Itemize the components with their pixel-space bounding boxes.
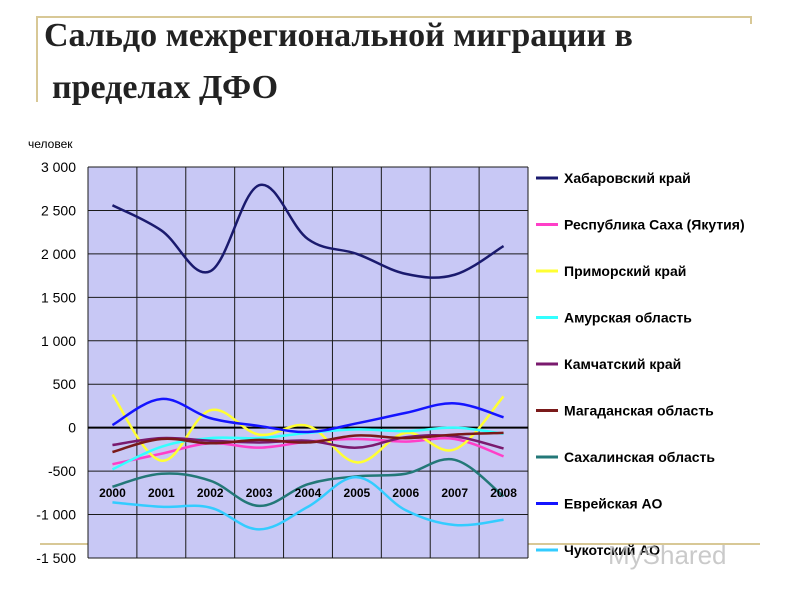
legend-label: Приморский край	[564, 263, 686, 279]
x-category-label: 2003	[246, 486, 273, 500]
legend-label: Хабаровский край	[564, 170, 691, 186]
slide-title: Сальдо межрегиональной миграции в предел…	[44, 10, 784, 114]
y-tick-label: -1 000	[36, 507, 76, 523]
title-frame	[36, 16, 752, 106]
title-top-rule	[36, 16, 752, 18]
title-left-rule	[36, 16, 38, 102]
x-category-label: 2007	[441, 486, 468, 500]
legend-label: Еврейская АО	[564, 496, 662, 512]
watermark-logo: MyShared	[608, 540, 727, 570]
y-tick-label: 2 000	[41, 246, 76, 262]
series-line-7	[112, 457, 505, 508]
slide-title-line-1: Сальдо межрегиональной миграции в	[44, 17, 633, 54]
legend-label: Сахалинская область	[564, 449, 715, 465]
title-right-rule	[750, 16, 752, 24]
y-tick-label: 3 000	[41, 159, 76, 175]
x-category-label: 2001	[148, 486, 175, 500]
legend-label: Камчатский край	[564, 356, 681, 372]
x-category-label: 2008	[490, 486, 517, 500]
y-axis-label: человек	[28, 137, 73, 151]
y-tick-label: 500	[53, 376, 77, 392]
y-tick-label: -500	[48, 463, 76, 479]
legend-label: Магаданская область	[564, 403, 714, 419]
series-line-3	[111, 393, 505, 464]
x-category-label: 2000	[99, 486, 126, 500]
x-category-label: 2006	[392, 486, 419, 500]
plot-area	[88, 167, 528, 558]
y-tick-label: 1 500	[41, 289, 76, 305]
legend-label: Амурская область	[564, 310, 692, 326]
series-line-8	[111, 397, 504, 434]
series-line-6	[112, 431, 504, 454]
x-category-label: 2005	[344, 486, 371, 500]
legend-label: Чукотский АО	[564, 542, 660, 558]
y-tick-label: -1 500	[36, 550, 76, 566]
x-category-label: 2002	[197, 486, 224, 500]
y-tick-label: 2 500	[41, 202, 76, 218]
y-tick-label: 1 000	[41, 333, 76, 349]
series-line-1	[111, 183, 505, 279]
series-line-9	[112, 475, 504, 531]
y-tick-label: 0	[68, 420, 76, 436]
x-category-label: 2004	[295, 486, 322, 500]
slide-title-line-2: пределах ДФО	[52, 69, 279, 106]
legend-label: Республика Саха (Якутия)	[564, 217, 745, 233]
